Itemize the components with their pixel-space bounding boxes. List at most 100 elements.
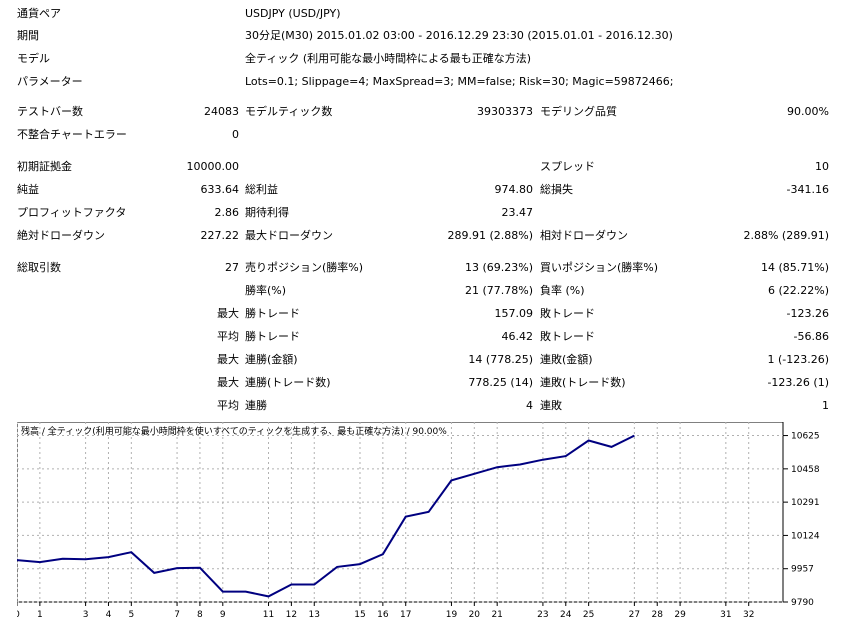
y-tick-label: 10458 — [791, 465, 820, 475]
average-word: 平均 — [217, 330, 239, 343]
total-trades-label: 総取引数 — [17, 261, 61, 274]
model-value: 全ティック (利用可能な最小時間枠による最も正確な方法) — [245, 52, 532, 65]
loss-rate-label: 負率 (%) — [540, 284, 585, 297]
x-tick-label: 21 — [491, 610, 502, 618]
x-tick-label: 28 — [652, 610, 664, 618]
rel-drawdown-value: 2.88% (289.91) — [743, 229, 829, 242]
largest-loss-value: -123.26 — [786, 307, 829, 320]
ticks-label: モデルティック数 — [245, 105, 333, 118]
x-tick-label: 16 — [377, 610, 389, 618]
y-tick-label: 9790 — [791, 598, 814, 608]
expected-payoff-value: 23.47 — [501, 206, 534, 219]
win-rate-label: 勝率(%) — [245, 284, 287, 297]
gross-profit-label: 総利益 — [245, 183, 278, 196]
x-tick-label: 5 — [128, 610, 134, 618]
loss-rate-value: 6 (22.22%) — [767, 284, 829, 297]
period-value: 30分足(M30) 2015.01.02 03:00 - 2016.12.29 … — [245, 29, 673, 42]
model-label: モデル — [17, 52, 50, 65]
avg-loss-label: 敗トレード — [540, 330, 595, 343]
gross-loss-label: 総損失 — [540, 183, 573, 196]
x-tick-label: 29 — [674, 610, 686, 618]
avg-consec-loss-value: 1 — [822, 399, 829, 412]
y-tick-label: 10625 — [791, 432, 820, 442]
deposit-label: 初期証拠金 — [17, 160, 72, 173]
max-consec-profit-value: 778.25 (14) — [468, 376, 533, 389]
symbol-label: 通貨ペア — [17, 7, 61, 20]
x-tick-label: 3 — [83, 610, 89, 618]
x-tick-label: 27 — [629, 610, 640, 618]
max-consec-profit-label: 連勝(トレード数) — [245, 376, 331, 389]
avg-loss-value: -56.86 — [793, 330, 829, 343]
x-tick-label: 17 — [400, 610, 411, 618]
x-tick-label: 4 — [106, 610, 112, 618]
symbol-value: USDJPY (USD/JPY) — [245, 7, 341, 20]
y-tick-label: 9957 — [791, 565, 814, 575]
gross-loss-value: -341.16 — [786, 183, 829, 196]
x-tick-label: 12 — [286, 610, 297, 618]
mismatch-label: 不整合チャートエラー — [17, 128, 127, 141]
x-tick-label: 15 — [354, 610, 365, 618]
max-word-3: 最大 — [217, 376, 239, 389]
x-tick-label: 19 — [446, 610, 458, 618]
long-positions-label: 買いポジション(勝率%) — [540, 261, 659, 274]
largest-word: 最大 — [217, 307, 239, 320]
x-tick-label: 8 — [197, 610, 203, 618]
params-label: パラメーター — [17, 75, 83, 88]
largest-loss-label: 敗トレード — [540, 307, 595, 320]
y-tick-label: 10291 — [791, 498, 820, 508]
avg-consec-win-label: 連勝 — [245, 399, 267, 412]
abs-drawdown-value: 227.22 — [200, 229, 240, 242]
avg-consec-loss-label: 連敗 — [540, 399, 562, 412]
x-axis: 0134578911121315161719202123242527282931… — [17, 602, 754, 618]
x-tick-label: 11 — [263, 610, 274, 618]
short-positions-label: 売りポジション(勝率%) — [245, 261, 364, 274]
x-tick-label: 9 — [220, 610, 226, 618]
x-tick-label: 13 — [309, 610, 320, 618]
bars-value: 24083 — [204, 105, 239, 118]
avg-win-value: 46.42 — [501, 330, 534, 343]
y-axis: 10625 10458 10291 10124 9957 9790 — [783, 432, 820, 608]
deposit-value: 10000.00 — [186, 160, 240, 173]
params-value: Lots=0.1; Slippage=4; MaxSpread=3; MM=fa… — [245, 75, 674, 88]
win-rate-value: 21 (77.78%) — [464, 284, 533, 297]
avg-win-label: 勝トレード — [245, 330, 300, 343]
period-label: 期間 — [17, 29, 39, 42]
avg-consec-win-value: 4 — [526, 399, 533, 412]
expected-payoff-label: 期待利得 — [245, 206, 289, 219]
x-tick-label: 0 — [17, 610, 20, 618]
x-tick-label: 31 — [720, 610, 731, 618]
chart-grid — [17, 422, 783, 603]
x-tick-label: 32 — [743, 610, 754, 618]
average-word-2: 平均 — [217, 399, 239, 412]
x-tick-label: 23 — [537, 610, 548, 618]
short-positions-value: 13 (69.23%) — [464, 261, 533, 274]
max-consec-win-value: 14 (778.25) — [468, 353, 533, 366]
max-consec-win-label: 連勝(金額) — [245, 353, 298, 366]
x-tick-label: 1 — [37, 610, 43, 618]
max-drawdown-value: 289.91 (2.88%) — [447, 229, 533, 242]
x-tick-label: 7 — [174, 610, 180, 618]
mismatch-value: 0 — [232, 128, 239, 141]
ticks-value: 39303373 — [477, 105, 533, 118]
net-profit-value: 633.64 — [200, 183, 240, 196]
max-consec-lossamt-value: -123.26 (1) — [767, 376, 829, 389]
max-word-2: 最大 — [217, 353, 239, 366]
spread-value: 10 — [815, 160, 829, 173]
largest-win-label: 勝トレード — [245, 307, 300, 320]
max-consec-lossamt-label: 連敗(トレード数) — [540, 376, 626, 389]
profit-factor-value: 2.86 — [214, 206, 240, 219]
abs-drawdown-label: 絶対ドローダウン — [17, 229, 105, 242]
bars-label: テストバー数 — [17, 105, 83, 118]
spread-label: スプレッド — [540, 160, 595, 173]
max-consec-loss-label: 連敗(金額) — [540, 353, 593, 366]
rel-drawdown-label: 相対ドローダウン — [540, 229, 628, 242]
gross-profit-value: 974.80 — [494, 183, 534, 196]
profit-factor-label: プロフィットファクタ — [17, 206, 127, 219]
x-tick-label: 24 — [560, 610, 572, 618]
net-profit-label: 純益 — [17, 183, 39, 196]
max-drawdown-label: 最大ドローダウン — [245, 229, 333, 242]
y-tick-label: 10124 — [791, 531, 820, 541]
plot-frame — [17, 422, 784, 603]
max-consec-loss-value: 1 (-123.26) — [767, 353, 829, 366]
chart-title: 残高 / 全ティック(利用可能な最小時間枠を使いすべてのティックを生成する、最も… — [21, 425, 447, 437]
